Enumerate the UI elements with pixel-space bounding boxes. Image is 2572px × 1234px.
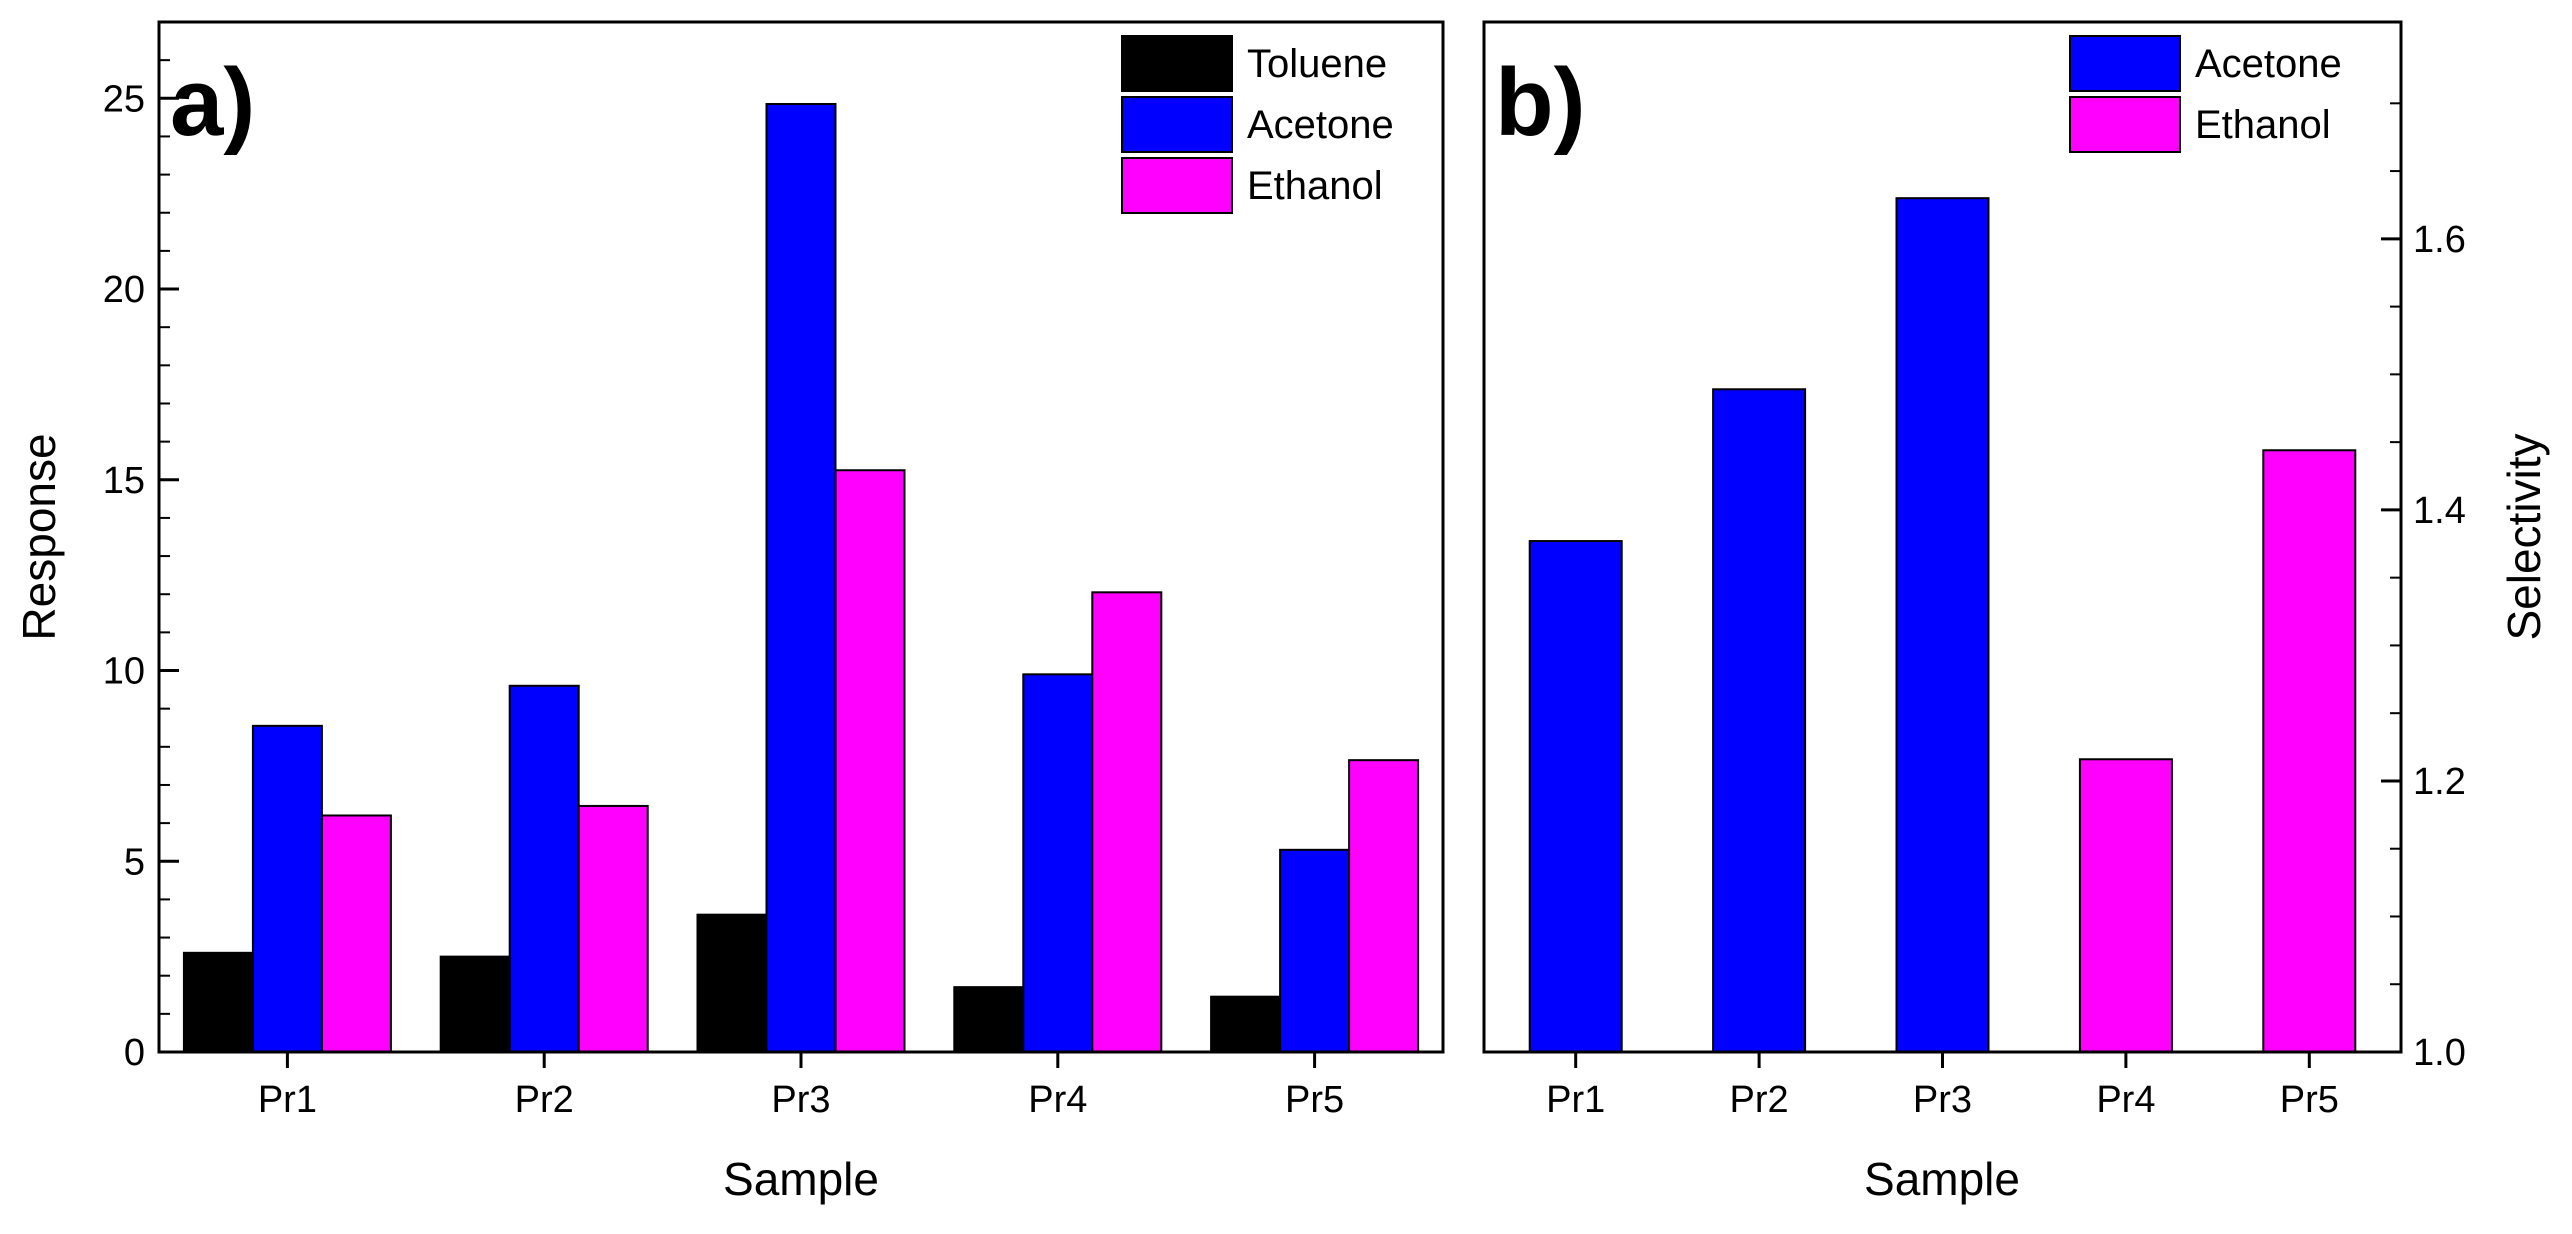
panel-b-y-ticks: 1.0 1.2 1.4 1.6 (2381, 102, 2466, 1074)
y-tick-label: 1.2 (2413, 761, 2466, 803)
y-tick-label: 1.4 (2413, 490, 2466, 532)
bar-toluene-pr2 (439, 955, 511, 1054)
bar-acetone-pr1 (1528, 540, 1623, 1053)
bar-acetone-pr5 (1279, 848, 1351, 1053)
bar-toluene-pr3 (696, 913, 768, 1054)
legend-label-ethanol: Ethanol (2195, 103, 2331, 147)
panel-b-frame (1482, 20, 2403, 1054)
bar-ethanol-pr5 (2262, 449, 2357, 1053)
panel-a-response-chart: 0 5 10 15 20 25 Pr1 Pr2 Pr3 Pr4 Pr5 a) Sample Res… (13, 20, 1445, 1205)
x-tick-label-pr2: Pr2 (515, 1079, 574, 1121)
panel-a-legend: Toluene Acetone Ethanol (1121, 35, 1394, 214)
panel-b-x-axis-title: Sample (1864, 1153, 2020, 1205)
legend-label-toluene: Toluene (1247, 42, 1387, 86)
panel-a-y-ticks: 0 5 10 15 20 25 (103, 59, 179, 1074)
x-tick-label-pr4: Pr4 (1028, 1079, 1087, 1121)
x-tick-label-pr1: Pr1 (258, 1079, 317, 1121)
y-tick-label: 25 (103, 78, 145, 120)
bar-ethanol-pr3 (834, 469, 906, 1054)
x-tick-label-pr5: Pr5 (1285, 1079, 1344, 1121)
panel-b-bars (1528, 197, 2357, 1054)
bar-toluene-pr5 (1210, 995, 1282, 1053)
legend-label-acetone: Acetone (2195, 42, 2342, 86)
bar-ethanol-pr4 (1091, 591, 1163, 1053)
bar-acetone-pr3 (765, 103, 837, 1054)
bar-ethanol-pr5 (1348, 759, 1420, 1054)
legend-swatch-toluene (1121, 35, 1233, 92)
y-tick-label: 20 (103, 269, 145, 311)
bar-ethanol-pr4 (2078, 758, 2173, 1054)
panel-b-selectivity-chart: 1.0 1.2 1.4 1.6 Pr1 Pr2 Pr3 Pr4 Pr5 b) Sample S… (1482, 20, 2550, 1205)
bar-acetone-pr2 (1712, 388, 1807, 1053)
legend-label-acetone: Acetone (1247, 103, 1394, 147)
panel-b-y-axis-title: Selectivity (2498, 433, 2550, 640)
bar-acetone-pr2 (508, 684, 580, 1053)
legend-swatch-acetone (1121, 96, 1233, 153)
y-tick-label: 0 (124, 1032, 145, 1074)
y-tick-label: 5 (124, 841, 145, 883)
bar-toluene-pr1 (182, 951, 254, 1054)
y-tick-label: 15 (103, 460, 145, 502)
y-tick-label: 1.6 (2413, 219, 2466, 261)
bar-acetone-pr4 (1022, 673, 1094, 1053)
bar-acetone-pr3 (1895, 197, 1990, 1053)
panel-a-y-axis-title: Response (13, 433, 65, 640)
bar-toluene-pr4 (953, 986, 1025, 1053)
legend-swatch-ethanol (1121, 157, 1233, 214)
y-tick-label: 1.0 (2413, 1032, 2466, 1074)
x-tick-label-pr1: Pr1 (1546, 1079, 1605, 1121)
legend-swatch-ethanol (2069, 96, 2181, 153)
panel-a-frame (157, 20, 1445, 1054)
x-tick-label-pr5: Pr5 (2280, 1079, 2339, 1121)
panel-b-legend: Acetone Ethanol (2069, 35, 2342, 153)
x-tick-label-pr3: Pr3 (771, 1079, 830, 1121)
y-tick-label: 10 (103, 651, 145, 693)
legend-swatch-acetone (2069, 35, 2181, 92)
x-tick-label-pr4: Pr4 (2096, 1079, 2155, 1121)
panel-a-bars (182, 103, 1420, 1054)
bar-ethanol-pr2 (577, 804, 649, 1054)
panel-a-label: a) (170, 49, 255, 156)
bar-acetone-pr1 (251, 724, 323, 1053)
bar-ethanol-pr1 (320, 814, 392, 1054)
x-tick-label-pr3: Pr3 (1913, 1079, 1972, 1121)
x-tick-label-pr2: Pr2 (1730, 1079, 1789, 1121)
panel-b-label: b) (1495, 49, 1586, 156)
panel-a-x-axis-title: Sample (723, 1153, 879, 1205)
panel-b-x-ticks: Pr1 Pr2 Pr3 Pr4 Pr5 (1546, 1052, 2339, 1121)
legend-label-ethanol: Ethanol (1247, 164, 1383, 208)
panel-a-x-ticks: Pr1 Pr2 Pr3 Pr4 Pr5 (258, 1052, 1344, 1121)
